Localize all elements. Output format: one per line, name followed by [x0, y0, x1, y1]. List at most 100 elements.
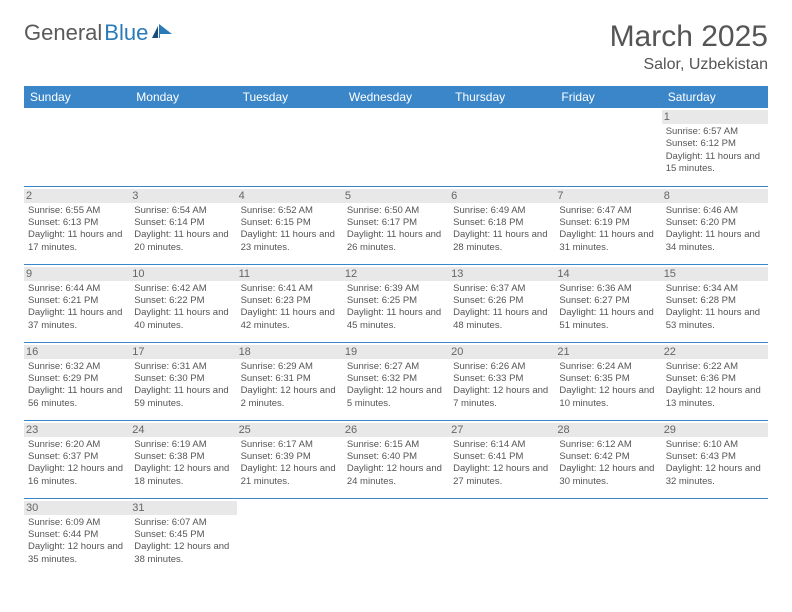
- day-details: Sunrise: 6:17 AMSunset: 6:39 PMDaylight:…: [241, 439, 339, 488]
- weekday-header: Thursday: [449, 86, 555, 108]
- day-details: Sunrise: 6:47 AMSunset: 6:19 PMDaylight:…: [559, 205, 657, 254]
- day-details: Sunrise: 6:37 AMSunset: 6:26 PMDaylight:…: [453, 283, 551, 332]
- calendar-cell: 21 Sunrise: 6:24 AMSunset: 6:35 PMDayligh…: [555, 342, 661, 420]
- calendar-cell: [662, 498, 768, 576]
- logo-flag-icon: [152, 20, 174, 46]
- day-number: 4: [237, 189, 343, 203]
- calendar-week-row: 2Sunrise: 6:55 AMSunset: 6:13 PMDaylight…: [24, 186, 768, 264]
- day-details: Sunrise: 6:41 AMSunset: 6:23 PMDaylight:…: [241, 283, 339, 332]
- day-details: Sunrise: 6:09 AMSunset: 6:44 PMDaylight:…: [28, 517, 126, 566]
- day-details: Sunrise: 6:34 AMSunset: 6:28 PMDaylight:…: [666, 283, 764, 332]
- day-number: 9: [24, 267, 130, 281]
- calendar-cell: [237, 108, 343, 186]
- day-number: 10: [130, 267, 236, 281]
- day-number: 6: [449, 189, 555, 203]
- day-details: Sunrise: 6:39 AMSunset: 6:25 PMDaylight:…: [347, 283, 445, 332]
- calendar-cell: 19 Sunrise: 6:27 AMSunset: 6:32 PMDayligh…: [343, 342, 449, 420]
- calendar-week-row: 1Sunrise: 6:57 AMSunset: 6:12 PMDaylight…: [24, 108, 768, 186]
- calendar-cell: 18 Sunrise: 6:29 AMSunset: 6:31 PMDayligh…: [237, 342, 343, 420]
- day-number: 25: [237, 423, 343, 437]
- day-number: 27: [449, 423, 555, 437]
- day-details: Sunrise: 6:24 AMSunset: 6:35 PMDaylight:…: [559, 361, 657, 410]
- day-details: Sunrise: 6:46 AMSunset: 6:20 PMDaylight:…: [666, 205, 764, 254]
- page-header: GeneralBlue March 2025 Salor, Uzbekistan: [24, 20, 768, 74]
- calendar-cell: [343, 498, 449, 576]
- calendar-table: SundayMondayTuesdayWednesdayThursdayFrid…: [24, 86, 768, 576]
- day-number: 22: [662, 345, 768, 359]
- calendar-cell: 17Sunrise: 6:31 AMSunset: 6:30 PMDayligh…: [130, 342, 236, 420]
- day-number: 19: [343, 345, 449, 359]
- day-number: 14: [555, 267, 661, 281]
- weekday-header-row: SundayMondayTuesdayWednesdayThursdayFrid…: [24, 86, 768, 108]
- calendar-cell: 14 Sunrise: 6:36 AMSunset: 6:27 PMDayligh…: [555, 264, 661, 342]
- calendar-cell: [343, 108, 449, 186]
- day-number: 16: [24, 345, 130, 359]
- day-details: Sunrise: 6:36 AMSunset: 6:27 PMDaylight:…: [559, 283, 657, 332]
- calendar-cell: 2Sunrise: 6:55 AMSunset: 6:13 PMDaylight…: [24, 186, 130, 264]
- calendar-cell: 29 Sunrise: 6:10 AMSunset: 6:43 PMDayligh…: [662, 420, 768, 498]
- calendar-cell: 24Sunrise: 6:19 AMSunset: 6:38 PMDayligh…: [130, 420, 236, 498]
- calendar-cell: 11Sunrise: 6:41 AMSunset: 6:23 PMDayligh…: [237, 264, 343, 342]
- calendar-cell: 31Sunrise: 6:07 AMSunset: 6:45 PMDayligh…: [130, 498, 236, 576]
- calendar-week-row: 9 Sunrise: 6:44 AMSunset: 6:21 PMDaylight…: [24, 264, 768, 342]
- calendar-cell: [24, 108, 130, 186]
- calendar-cell: 4 Sunrise: 6:52 AMSunset: 6:15 PMDaylight…: [237, 186, 343, 264]
- logo: GeneralBlue: [24, 20, 174, 46]
- calendar-cell: 20 Sunrise: 6:26 AMSunset: 6:33 PMDayligh…: [449, 342, 555, 420]
- day-number: 20: [449, 345, 555, 359]
- day-details: Sunrise: 6:50 AMSunset: 6:17 PMDaylight:…: [347, 205, 445, 254]
- day-number: 7: [555, 189, 661, 203]
- day-details: Sunrise: 6:20 AMSunset: 6:37 PMDaylight:…: [28, 439, 126, 488]
- month-title: March 2025: [610, 20, 768, 54]
- day-details: Sunrise: 6:52 AMSunset: 6:15 PMDaylight:…: [241, 205, 339, 254]
- calendar-cell: 25 Sunrise: 6:17 AMSunset: 6:39 PMDayligh…: [237, 420, 343, 498]
- calendar-cell: 12 Sunrise: 6:39 AMSunset: 6:25 PMDayligh…: [343, 264, 449, 342]
- weekday-header: Wednesday: [343, 86, 449, 108]
- day-number: 30: [24, 501, 130, 515]
- day-details: Sunrise: 6:26 AMSunset: 6:33 PMDaylight:…: [453, 361, 551, 410]
- day-number: 8: [662, 189, 768, 203]
- calendar-cell: 15 Sunrise: 6:34 AMSunset: 6:28 PMDayligh…: [662, 264, 768, 342]
- day-number: 29: [662, 423, 768, 437]
- day-details: Sunrise: 6:27 AMSunset: 6:32 PMDaylight:…: [347, 361, 445, 410]
- calendar-cell: 22Sunrise: 6:22 AMSunset: 6:36 PMDayligh…: [662, 342, 768, 420]
- day-details: Sunrise: 6:42 AMSunset: 6:22 PMDaylight:…: [134, 283, 232, 332]
- day-details: Sunrise: 6:14 AMSunset: 6:41 PMDaylight:…: [453, 439, 551, 488]
- day-number: 12: [343, 267, 449, 281]
- title-block: March 2025 Salor, Uzbekistan: [610, 20, 768, 74]
- day-details: Sunrise: 6:32 AMSunset: 6:29 PMDaylight:…: [28, 361, 126, 410]
- calendar-cell: 13 Sunrise: 6:37 AMSunset: 6:26 PMDayligh…: [449, 264, 555, 342]
- weekday-header: Friday: [555, 86, 661, 108]
- day-details: Sunrise: 6:49 AMSunset: 6:18 PMDaylight:…: [453, 205, 551, 254]
- calendar-cell: [449, 498, 555, 576]
- day-details: Sunrise: 6:10 AMSunset: 6:43 PMDaylight:…: [666, 439, 764, 488]
- calendar-cell: 3Sunrise: 6:54 AMSunset: 6:14 PMDaylight…: [130, 186, 236, 264]
- calendar-cell: 27 Sunrise: 6:14 AMSunset: 6:41 PMDayligh…: [449, 420, 555, 498]
- day-number: 13: [449, 267, 555, 281]
- calendar-cell: [449, 108, 555, 186]
- day-number: 2: [24, 189, 130, 203]
- day-number: 15: [662, 267, 768, 281]
- calendar-cell: 6 Sunrise: 6:49 AMSunset: 6:18 PMDaylight…: [449, 186, 555, 264]
- day-details: Sunrise: 6:29 AMSunset: 6:31 PMDaylight:…: [241, 361, 339, 410]
- day-number: 18: [237, 345, 343, 359]
- day-number: 1: [662, 110, 768, 124]
- day-number: 24: [130, 423, 236, 437]
- calendar-cell: 26Sunrise: 6:15 AMSunset: 6:40 PMDayligh…: [343, 420, 449, 498]
- weekday-header: Monday: [130, 86, 236, 108]
- day-number: 21: [555, 345, 661, 359]
- calendar-cell: 1Sunrise: 6:57 AMSunset: 6:12 PMDaylight…: [662, 108, 768, 186]
- location: Salor, Uzbekistan: [610, 56, 768, 74]
- calendar-cell: 30 Sunrise: 6:09 AMSunset: 6:44 PMDayligh…: [24, 498, 130, 576]
- calendar-cell: 5 Sunrise: 6:50 AMSunset: 6:17 PMDaylight…: [343, 186, 449, 264]
- day-number: 5: [343, 189, 449, 203]
- day-details: Sunrise: 6:44 AMSunset: 6:21 PMDaylight:…: [28, 283, 126, 332]
- day-number: 28: [555, 423, 661, 437]
- calendar-cell: 10 Sunrise: 6:42 AMSunset: 6:22 PMDayligh…: [130, 264, 236, 342]
- calendar-cell: 7 Sunrise: 6:47 AMSunset: 6:19 PMDaylight…: [555, 186, 661, 264]
- weekday-header: Saturday: [662, 86, 768, 108]
- day-details: Sunrise: 6:31 AMSunset: 6:30 PMDaylight:…: [134, 361, 232, 410]
- calendar-cell: [130, 108, 236, 186]
- calendar-cell: 23Sunrise: 6:20 AMSunset: 6:37 PMDayligh…: [24, 420, 130, 498]
- calendar-week-row: 16 Sunrise: 6:32 AMSunset: 6:29 PMDayligh…: [24, 342, 768, 420]
